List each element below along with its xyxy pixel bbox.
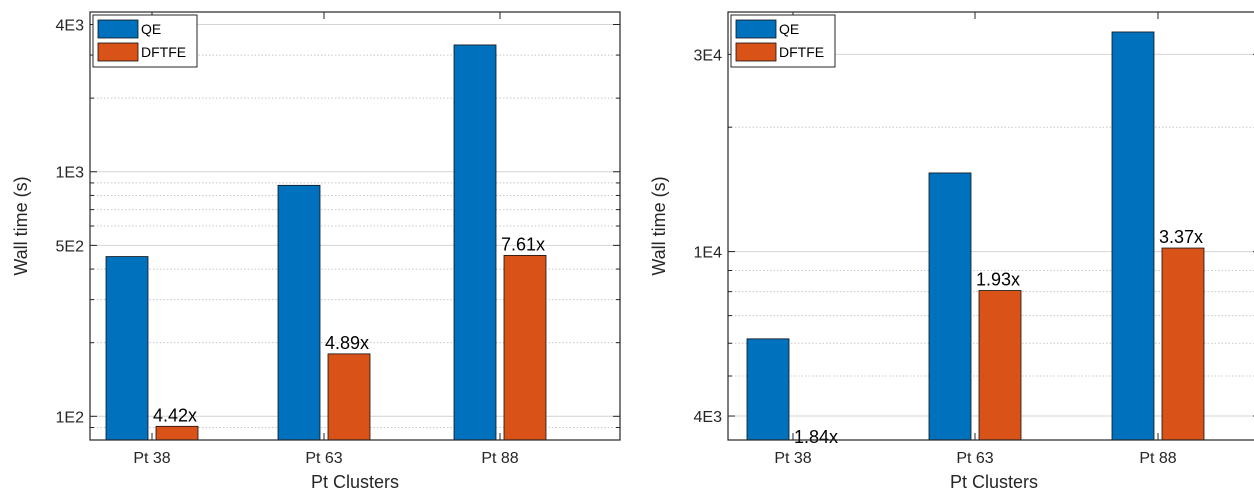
speedup-label-2: 4.89x — [325, 333, 369, 353]
bar-qe-3 — [453, 44, 497, 441]
x-tick-label-1: Pt 38 — [774, 450, 811, 467]
legend-label-dftfe: DFTFE — [779, 44, 824, 60]
y-tick-label-4: 4E3 — [56, 18, 85, 35]
speedup-label-3: 3.37x — [1159, 227, 1203, 247]
x-tick-label-3: Pt 88 — [481, 450, 518, 467]
bar-dftfe-3 — [1161, 247, 1205, 441]
x-axis-title: Pt Clusters — [950, 472, 1038, 492]
chart-panel-1: 4.42x 4.89x 7.61x 1E2 5E2 1E3 4E3 Pt 38 Pt 63 Pt … — [11, 11, 621, 492]
chart-panel-2: 1.84x 1.93x 3.37x 4E3 1E4 3E4 Pt 38 Pt 63 Pt 88 P… — [649, 11, 1254, 492]
legend-label-qe: QE — [779, 21, 799, 37]
x-tick-label-1: Pt 38 — [133, 450, 170, 467]
y-tick-label-1: 4E3 — [694, 409, 723, 426]
legend-swatch-dftfe — [97, 42, 139, 62]
y-tick-label-3: 1E3 — [56, 165, 85, 182]
bar-dftfe-3 — [503, 254, 547, 441]
x-axis-title: Pt Clusters — [311, 472, 399, 492]
y-tick-label-1: 1E2 — [56, 409, 85, 426]
legend-swatch-dftfe — [735, 42, 777, 62]
y-axis-title: Wall time (s) — [649, 176, 669, 275]
y-tick-label-2: 5E2 — [56, 238, 85, 255]
x-tick-label-2: Pt 63 — [956, 450, 993, 467]
axes-box — [727, 11, 1254, 441]
y-axis-title: Wall time (s) — [11, 176, 31, 275]
bar-dftfe-2 — [327, 353, 371, 441]
bar-dftfe-2 — [978, 290, 1022, 441]
y-tick-label-3: 3E4 — [694, 47, 723, 64]
speedup-label-1: 4.42x — [153, 405, 197, 425]
legend: QE DFTFE — [92, 14, 198, 68]
legend-label-dftfe: DFTFE — [141, 44, 186, 60]
bar-qe-1 — [105, 256, 149, 441]
y-tick-label-2: 1E4 — [694, 245, 723, 262]
speedup-label-2: 1.93x — [976, 270, 1020, 290]
legend-swatch-qe — [97, 19, 139, 39]
legend-label-qe: QE — [141, 21, 161, 37]
bar-qe-3 — [1111, 31, 1155, 441]
speedup-label-1: 1.84x — [794, 427, 838, 447]
legend: QE DFTFE — [730, 14, 836, 68]
x-tick-label-3: Pt 88 — [1139, 450, 1176, 467]
bar-qe-2 — [277, 184, 321, 441]
legend-swatch-qe — [735, 19, 777, 39]
x-tick-label-2: Pt 63 — [305, 450, 342, 467]
bar-dftfe-1 — [155, 425, 199, 441]
bar-qe-1 — [746, 338, 790, 441]
bar-qe-2 — [928, 172, 972, 441]
speedup-label-3: 7.61x — [501, 234, 545, 254]
